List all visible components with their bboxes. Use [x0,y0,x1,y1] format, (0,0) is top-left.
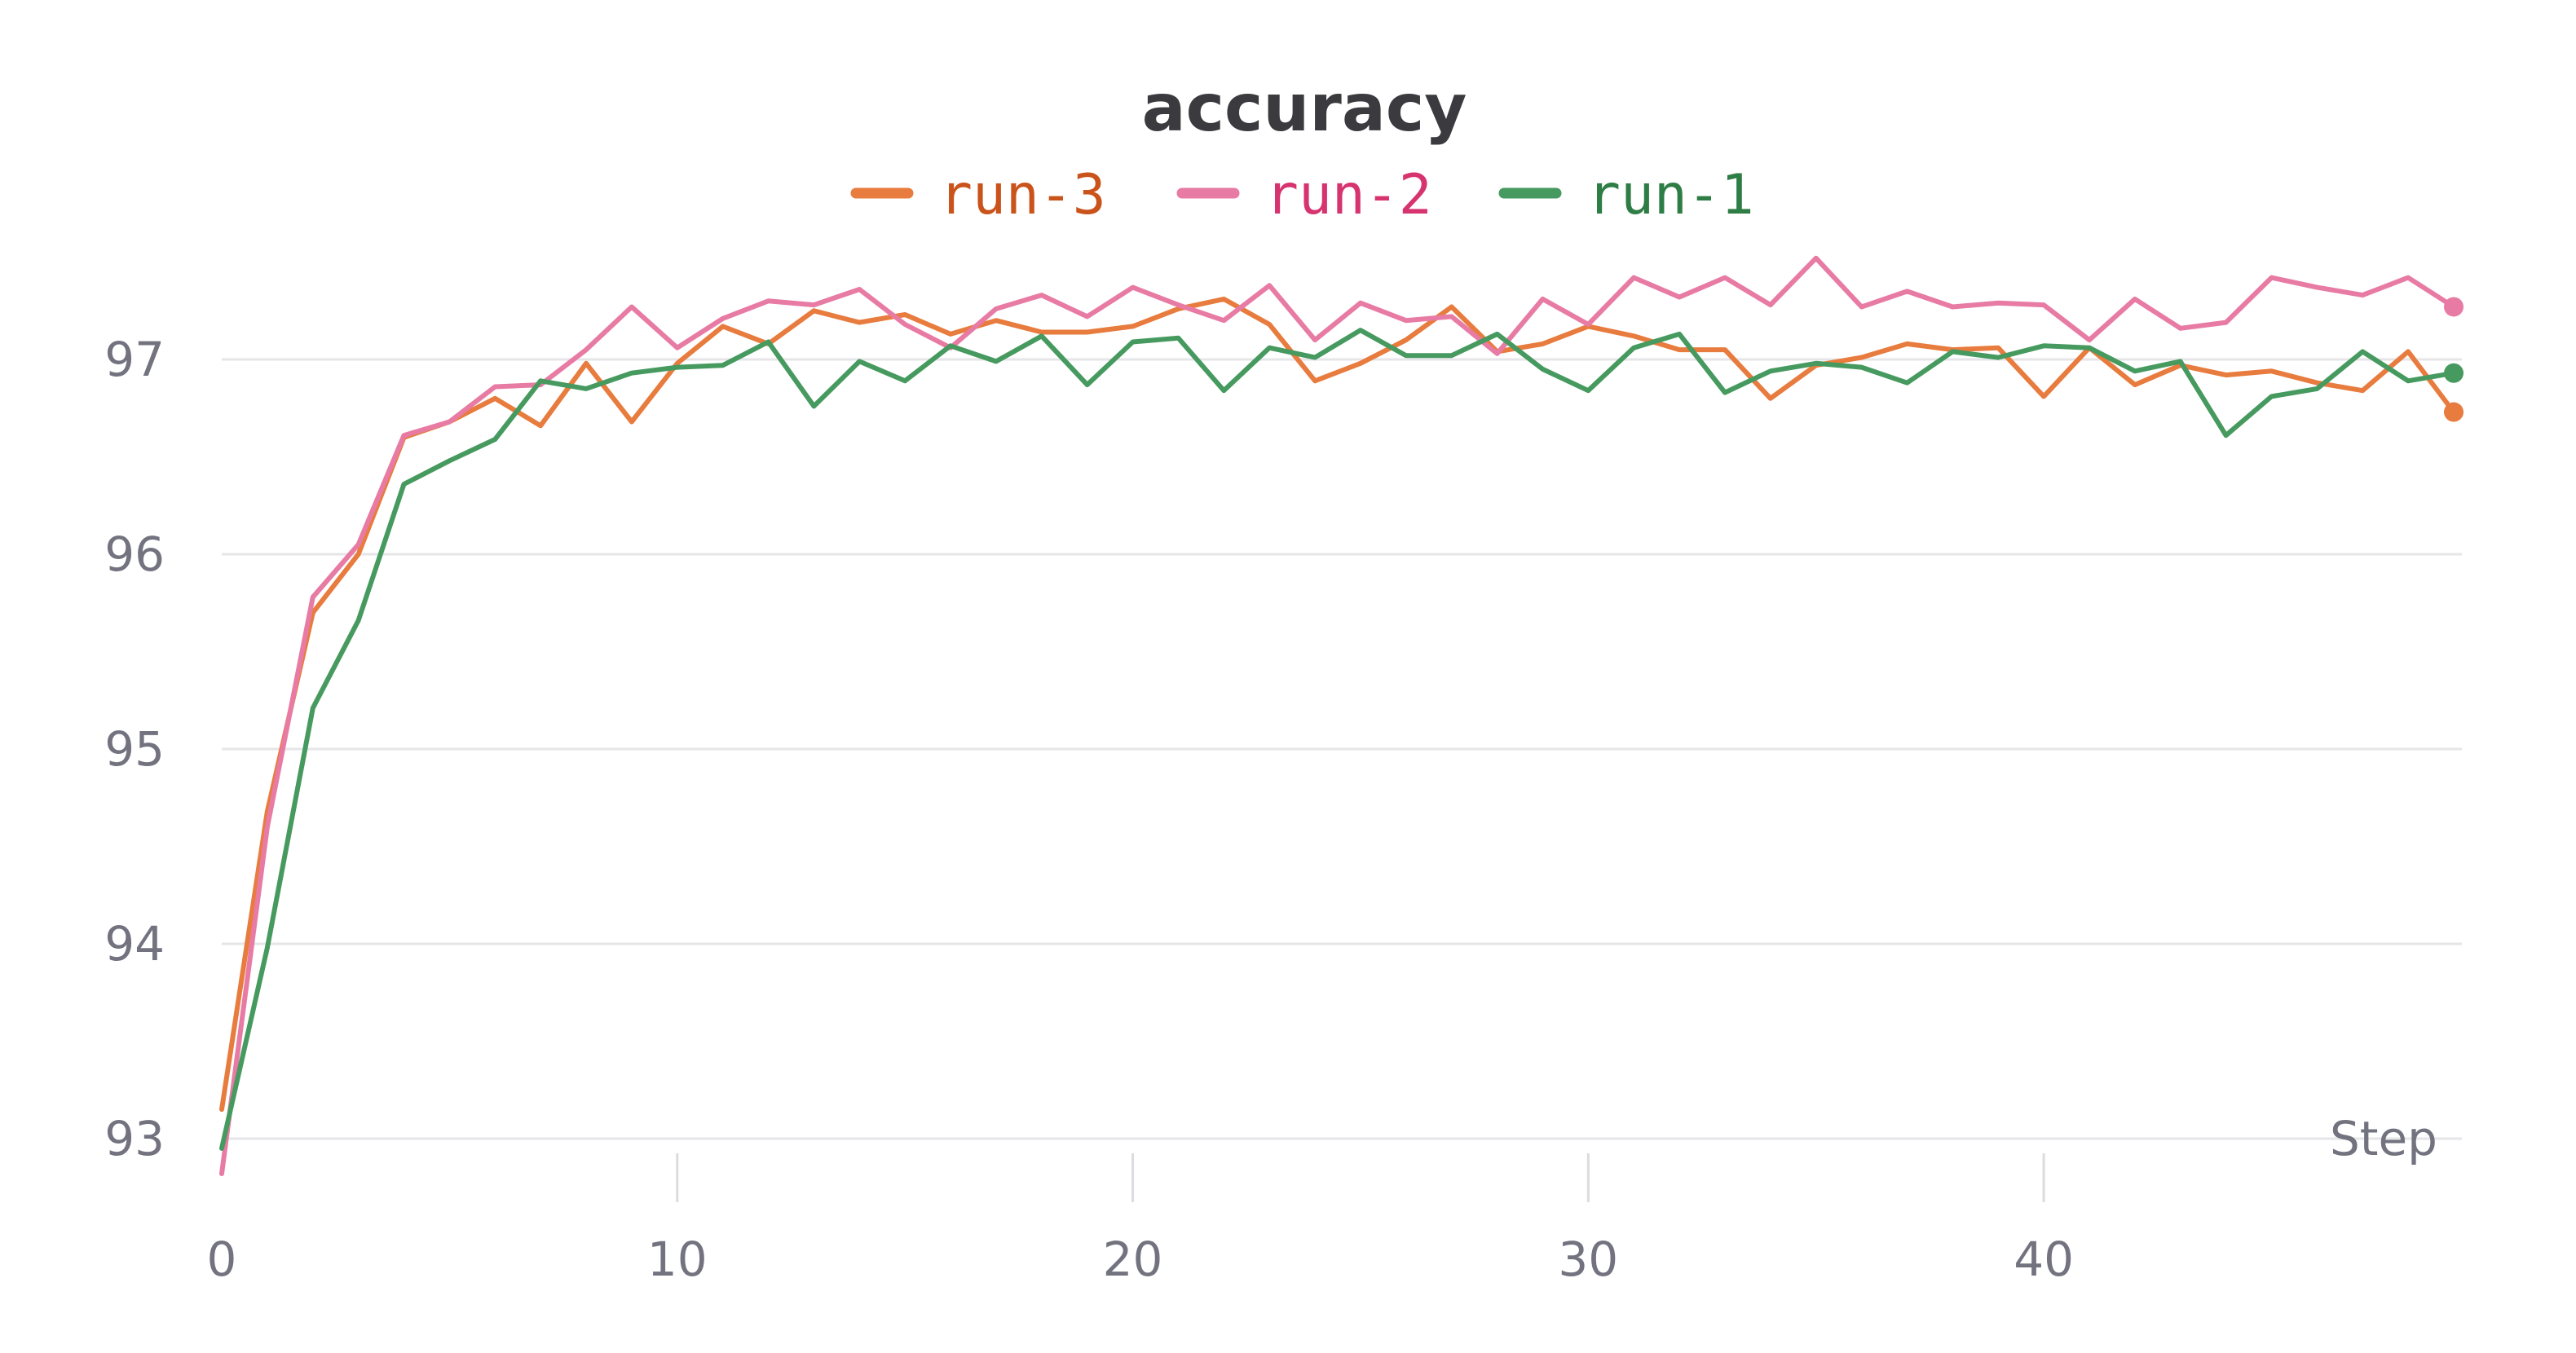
legend-label-run-1: run-1 [1587,163,1754,227]
x-axis-label: Step [2330,1111,2437,1166]
legend: run-3 run-2 run-1 [850,163,1754,227]
x-tick-label: 20 [1103,1232,1163,1287]
chart-title: accuracy [1142,70,1467,146]
y-axis-ticks: 93 94 95 96 97 [104,332,165,1166]
series-lines [219,255,2464,1176]
y-tick-label: 95 [104,721,165,777]
series-line-run-2 [219,255,2456,1176]
legend-label-run-3: run-3 [939,163,1106,227]
x-tick-label: 10 [647,1232,708,1287]
x-tick-label: 0 [207,1232,237,1287]
x-tick-label: 30 [1558,1232,1618,1287]
x-tick-label: 40 [2014,1232,2074,1287]
legend-label-run-2: run-2 [1265,163,1432,227]
y-gridlines [222,358,2462,1140]
series-end-point-run-1 [2444,363,2464,383]
y-tick-label: 97 [104,332,165,387]
y-tick-label: 96 [104,527,165,582]
series-line-run-3 [219,296,2456,1113]
series-end-point-run-3 [2444,402,2464,422]
series-end-point-run-2 [2444,297,2464,317]
x-axis-ticks: 0 10 20 30 40 [207,1153,2074,1287]
series-line-run-1 [219,328,2456,1151]
y-tick-label: 93 [104,1111,165,1166]
y-tick-label: 94 [104,916,165,972]
